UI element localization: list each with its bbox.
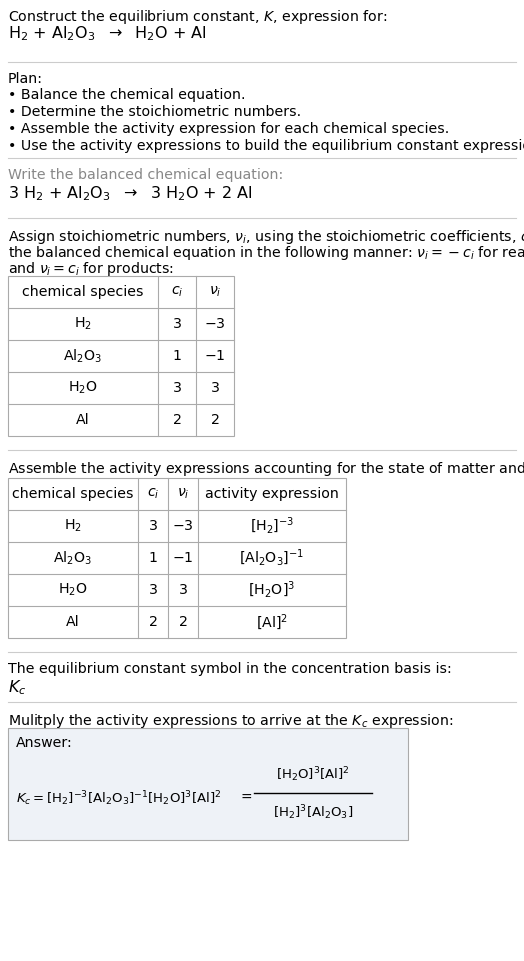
Text: $\mathrm{H_2O}$: $\mathrm{H_2O}$ [58,581,88,598]
Bar [8,478,346,638]
Text: $\mathrm{H_2}$: $\mathrm{H_2}$ [74,316,92,333]
Text: chemical species: chemical species [12,487,134,501]
Text: Al: Al [66,615,80,629]
Text: $c_i$: $c_i$ [171,284,183,299]
Text: • Balance the chemical equation.: • Balance the chemical equation. [8,88,246,102]
Text: $[\mathrm{Al_2O_3}]^{-1}$: $[\mathrm{Al_2O_3}]^{-1}$ [239,548,304,568]
Text: • Assemble the activity expression for each chemical species.: • Assemble the activity expression for e… [8,122,449,136]
Text: 3: 3 [148,583,158,597]
Text: • Use the activity expressions to build the equilibrium constant expression.: • Use the activity expressions to build … [8,139,524,153]
Text: $-3$: $-3$ [172,519,194,533]
Text: 3: 3 [148,519,158,533]
Text: $[\mathrm{H_2O}]^{3}$: $[\mathrm{H_2O}]^{3}$ [248,579,296,601]
Text: Write the balanced chemical equation:: Write the balanced chemical equation: [8,168,283,182]
Text: 2: 2 [149,615,157,629]
Bar [8,728,408,840]
Text: $[\mathrm{H_2O}]^{3}[\mathrm{Al}]^{2}$: $[\mathrm{H_2O}]^{3}[\mathrm{Al}]^{2}$ [276,766,350,784]
Text: Plan:: Plan: [8,72,43,86]
Text: $[\mathrm{H_2}]^{3}[\mathrm{Al_2O_3}]$: $[\mathrm{H_2}]^{3}[\mathrm{Al_2O_3}]$ [273,803,353,823]
Bar [8,276,234,436]
Text: 3: 3 [211,381,220,395]
Text: 3: 3 [172,381,181,395]
Text: 2: 2 [211,413,220,427]
Text: $=$: $=$ [238,789,253,803]
Text: $\mathrm{Al_2O_3}$: $\mathrm{Al_2O_3}$ [63,347,103,365]
Text: 1: 1 [149,551,157,565]
Text: • Determine the stoichiometric numbers.: • Determine the stoichiometric numbers. [8,105,301,119]
Text: $-1$: $-1$ [204,349,226,363]
Text: $-3$: $-3$ [204,317,226,331]
Text: $\nu_i$: $\nu_i$ [209,284,221,299]
Text: $\nu_i$: $\nu_i$ [177,487,189,502]
Text: Construct the equilibrium constant, $K$, expression for:: Construct the equilibrium constant, $K$,… [8,8,387,26]
Text: Assemble the activity expressions accounting for the state of matter and $\nu_i$: Assemble the activity expressions accoun… [8,460,524,478]
Text: 2: 2 [172,413,181,427]
Text: Al: Al [76,413,90,427]
Text: The equilibrium constant symbol in the concentration basis is:: The equilibrium constant symbol in the c… [8,662,452,676]
Text: Answer:: Answer: [16,736,73,750]
Text: Assign stoichiometric numbers, $\nu_i$, using the stoichiometric coefficients, $: Assign stoichiometric numbers, $\nu_i$, … [8,228,524,246]
Text: chemical species: chemical species [22,285,144,299]
Text: and $\nu_i = c_i$ for products:: and $\nu_i = c_i$ for products: [8,260,174,278]
Text: activity expression: activity expression [205,487,339,501]
Text: $\mathrm{Al_2O_3}$: $\mathrm{Al_2O_3}$ [53,550,93,567]
Text: $K_c = [\mathrm{H_2}]^{-3}[\mathrm{Al_2O_3}]^{-1}[\mathrm{H_2O}]^{3}[\mathrm{Al}: $K_c = [\mathrm{H_2}]^{-3}[\mathrm{Al_2O… [16,789,221,807]
Text: $c_i$: $c_i$ [147,487,159,502]
Text: $\mathrm{H_2O}$: $\mathrm{H_2O}$ [68,380,98,396]
Text: $-1$: $-1$ [172,551,194,565]
Text: 3: 3 [179,583,188,597]
Text: Mulitply the activity expressions to arrive at the $K_c$ expression:: Mulitply the activity expressions to arr… [8,712,453,730]
Text: $\mathrm{H_2}$ + $\mathrm{Al_2O_3}$  $\rightarrow$  $\mathrm{H_2O}$ + Al: $\mathrm{H_2}$ + $\mathrm{Al_2O_3}$ $\ri… [8,24,206,42]
Text: $\mathrm{H_2}$: $\mathrm{H_2}$ [64,518,82,534]
Text: 3 $\mathrm{H_2}$ + $\mathrm{Al_2O_3}$  $\rightarrow$  3 $\mathrm{H_2O}$ + 2 Al: 3 $\mathrm{H_2}$ + $\mathrm{Al_2O_3}$ $\… [8,184,253,203]
Text: 2: 2 [179,615,188,629]
Text: $[\mathrm{Al}]^{2}$: $[\mathrm{Al}]^{2}$ [256,612,288,632]
Text: $[\mathrm{H_2}]^{-3}$: $[\mathrm{H_2}]^{-3}$ [250,516,294,536]
Text: 3: 3 [172,317,181,331]
Text: 1: 1 [172,349,181,363]
Text: the balanced chemical equation in the following manner: $\nu_i = -c_i$ for react: the balanced chemical equation in the fo… [8,244,524,262]
Text: $K_c$: $K_c$ [8,678,26,697]
